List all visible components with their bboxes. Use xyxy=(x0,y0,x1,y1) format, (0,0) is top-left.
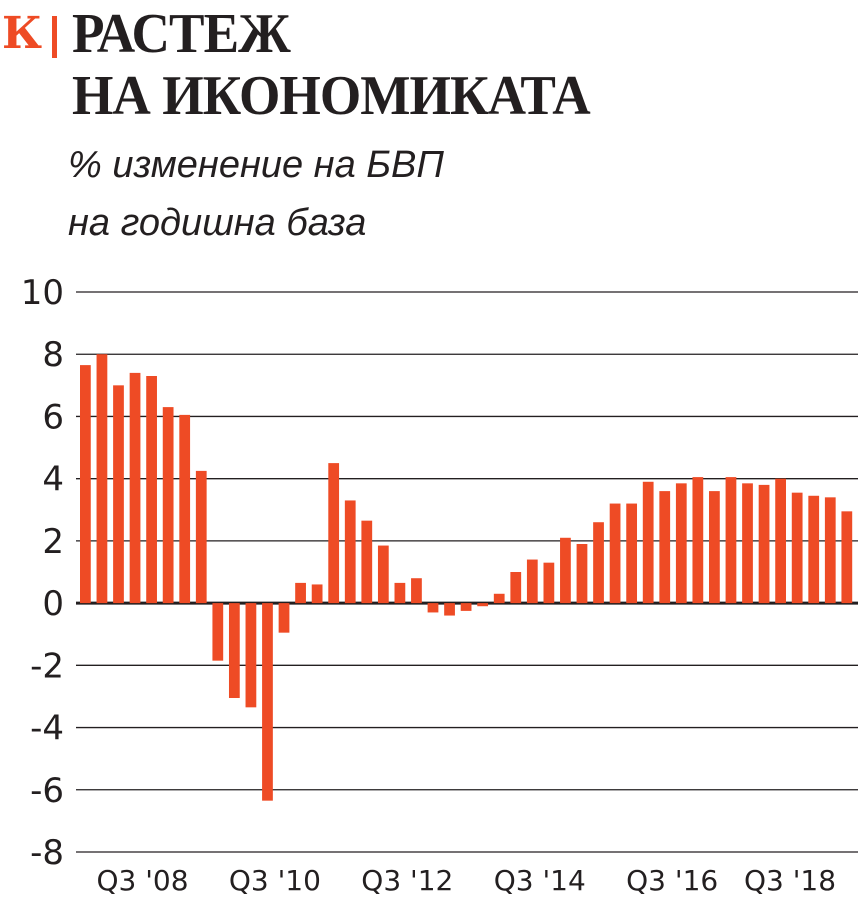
bar-q117 xyxy=(675,483,687,604)
bar-q316 xyxy=(642,481,654,604)
bar-q209 xyxy=(162,407,174,604)
bar-q418 xyxy=(791,492,803,604)
bar-q111 xyxy=(278,603,290,633)
bar-q208 xyxy=(96,354,108,604)
bar-q119 xyxy=(808,495,820,604)
chart-subtitle-line2: на годишна база xyxy=(68,202,367,244)
bar-q416 xyxy=(659,491,671,604)
bar-q109 xyxy=(146,376,157,604)
bar-q310 xyxy=(245,603,257,708)
bar-q317 xyxy=(709,491,720,604)
bar-q217 xyxy=(692,477,704,604)
bar-q112 xyxy=(344,500,356,604)
bar-q216 xyxy=(626,503,638,604)
bar-q414 xyxy=(526,559,538,604)
bar-q215 xyxy=(560,537,571,604)
y-tick-label: 10 xyxy=(21,273,64,313)
bar-q315 xyxy=(576,544,588,604)
y-tick-label: 2 xyxy=(42,522,64,562)
bar-q308 xyxy=(113,385,124,604)
bar-q410 xyxy=(262,603,273,801)
bar-q311 xyxy=(311,584,323,604)
bar-q412 xyxy=(394,582,406,604)
y-tick-label: 6 xyxy=(42,397,64,437)
bar-q108 xyxy=(80,365,91,604)
bar-q210 xyxy=(228,603,240,698)
bar-q318 xyxy=(775,478,786,604)
bar-q115 xyxy=(543,562,555,604)
bar-q110 xyxy=(212,603,224,661)
bar-q211 xyxy=(295,582,306,604)
bar-q116 xyxy=(609,503,621,604)
x-tick-label: Q3 '12 xyxy=(361,864,453,897)
chart-title-line2: НА ИКОНОМИКАТА xyxy=(72,65,591,127)
bar-q319 xyxy=(841,511,853,604)
bar-q309 xyxy=(179,414,191,604)
x-tick-label: Q3 '14 xyxy=(494,864,586,897)
y-tick-label: 4 xyxy=(42,460,64,500)
y-tick-label: 8 xyxy=(42,335,64,375)
x-tick-label: Q3 '18 xyxy=(744,864,836,897)
y-tick-label: -6 xyxy=(30,771,64,811)
logo-divider xyxy=(52,16,57,58)
bar-q409 xyxy=(195,470,207,604)
bar-q213 xyxy=(427,603,439,613)
bar-q118 xyxy=(742,483,753,604)
bar-q415 xyxy=(593,522,604,604)
chart-subtitle-line1: % изменение на БВП xyxy=(68,144,444,186)
bar-q212 xyxy=(361,520,373,604)
bar-q312 xyxy=(377,545,389,604)
bar-q214 xyxy=(493,593,505,604)
y-tick-label: 0 xyxy=(42,584,64,624)
y-tick-label: -8 xyxy=(30,833,64,873)
bar-q114 xyxy=(477,603,489,607)
x-tick-label: Q3 '16 xyxy=(626,864,718,897)
bar-q411 xyxy=(328,463,340,604)
bar-q113 xyxy=(411,578,422,604)
bar-q313 xyxy=(444,603,455,616)
bar-q219 xyxy=(824,497,836,604)
bar-q314 xyxy=(510,572,522,604)
bar-q218 xyxy=(758,484,770,604)
x-tick-label: Q3 '08 xyxy=(96,864,188,897)
y-tick-label: -2 xyxy=(30,646,64,686)
chart-title-line1: РАСТЕЖ xyxy=(72,3,291,65)
bar-q417 xyxy=(725,477,737,604)
y-tick-label: -4 xyxy=(30,709,64,749)
x-tick-label: Q3 '10 xyxy=(229,864,321,897)
logo-letter: К xyxy=(2,8,43,59)
bar-q408 xyxy=(129,372,141,604)
bar-q413 xyxy=(460,603,472,611)
